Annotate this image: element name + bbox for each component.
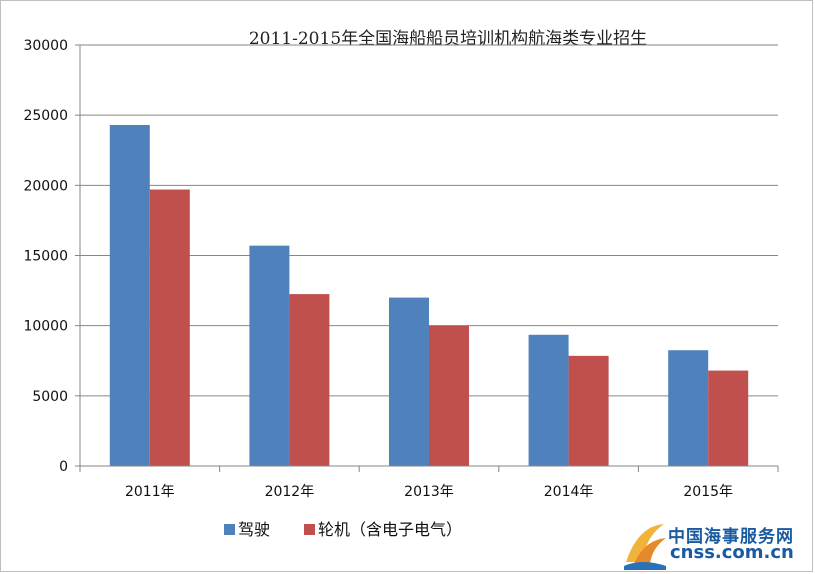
legend-swatch-engine <box>304 524 315 535</box>
y-tick-label: 30000 <box>23 38 68 54</box>
legend-swatch-navigation <box>224 524 235 535</box>
y-tick-label: 10000 <box>23 319 68 335</box>
bar-engine-4 <box>568 355 609 466</box>
x-tick-label: 2011年 <box>125 484 175 500</box>
x-tick-label: 2012年 <box>265 484 315 500</box>
bar-navigation-3 <box>389 297 429 466</box>
y-tick-label: 5000 <box>32 389 68 405</box>
bar-engine-2 <box>289 294 330 466</box>
bar-navigation-4 <box>528 334 569 466</box>
bar-engine-3 <box>429 325 469 466</box>
bar-navigation-5 <box>668 350 709 466</box>
x-tick-label: 2013年 <box>404 484 454 500</box>
y-tick-label: 25000 <box>23 108 68 124</box>
y-axis-ticks: 0 5000 10000 15000 20000 25000 30000 <box>23 38 80 475</box>
y-tick-label: 15000 <box>23 249 68 265</box>
bars <box>109 124 749 467</box>
cnss-watermark: 中国海事服务网 cnss.com.cn <box>620 518 810 570</box>
y-tick-label: 20000 <box>23 178 68 194</box>
watermark-chinese-name: 中国海事服务网 <box>668 527 794 547</box>
legend-label-navigation: 驾驶 <box>238 520 270 539</box>
x-tick-label: 2014年 <box>544 484 594 500</box>
chart-title: 2011-2015年全国海船船员培训机构航海类专业招生 <box>249 29 647 49</box>
bar-engine-5 <box>708 370 749 466</box>
watermark-url: cnss.com.cn <box>670 542 794 563</box>
x-axis-ticks: 2011年 2012年 2013年 2014年 2015年 <box>79 466 779 500</box>
y-tick-label: 0 <box>59 459 68 475</box>
x-tick-label: 2015年 <box>683 484 733 500</box>
legend: 驾驶 轮机（含电子电气） <box>224 520 462 539</box>
gridlines <box>80 44 778 397</box>
cnss-logo-icon <box>624 524 666 570</box>
bar-navigation-1 <box>109 124 150 467</box>
bar-navigation-2 <box>249 245 290 466</box>
bar-engine-1 <box>149 189 190 466</box>
legend-label-engine: 轮机（含电子电气） <box>318 520 462 539</box>
